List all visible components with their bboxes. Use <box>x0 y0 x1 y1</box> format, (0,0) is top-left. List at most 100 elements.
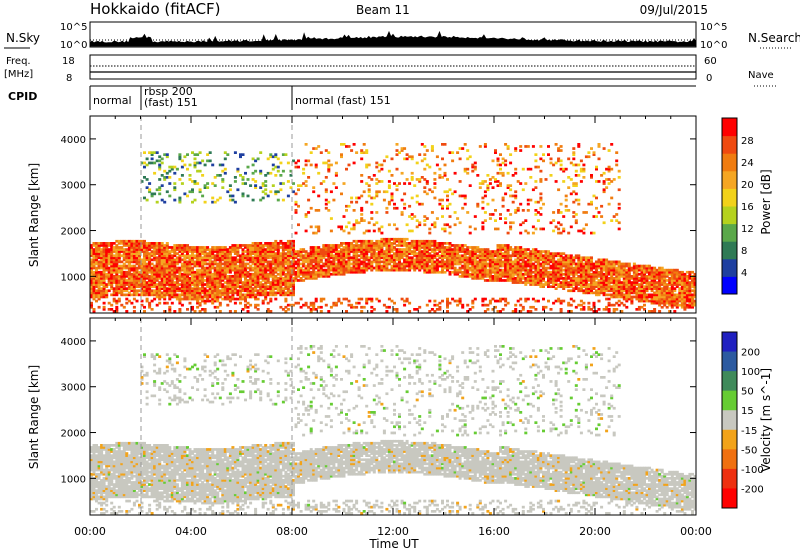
heatmap-cell <box>239 256 242 260</box>
heatmap-cell <box>90 305 93 309</box>
heatmap-cell <box>127 248 131 251</box>
heatmap-cell <box>274 258 278 262</box>
heatmap-cell <box>100 248 104 251</box>
heatmap-cell <box>150 270 154 274</box>
heatmap-cell <box>213 262 217 266</box>
heatmap-cell <box>188 272 192 276</box>
heatmap-cell <box>271 268 275 272</box>
heatmap-cell <box>322 250 326 253</box>
heatmap-cell <box>494 258 497 262</box>
heatmap-cell <box>251 275 255 278</box>
heatmap-cell <box>203 287 207 290</box>
heatmap-cell <box>168 262 172 266</box>
heatmap-cell <box>183 248 187 251</box>
heatmap-cell <box>236 283 240 286</box>
heatmap-cell <box>329 252 333 255</box>
heatmap-cell <box>178 277 182 280</box>
heatmap-cell <box>168 258 172 262</box>
heatmap-cell <box>183 163 187 167</box>
heatmap-cell <box>473 254 477 258</box>
heatmap-cell <box>160 281 164 284</box>
heatmap-cell <box>286 266 290 270</box>
heatmap-cell <box>382 266 386 270</box>
heatmap-cell <box>95 254 98 258</box>
heatmap-cell <box>180 303 184 307</box>
heatmap-cell <box>143 165 146 169</box>
heatmap-cell <box>365 256 369 260</box>
heatmap-cell <box>367 250 371 253</box>
heatmap-cell <box>188 246 192 249</box>
heatmap-cell <box>387 260 391 264</box>
heatmap-cell <box>180 297 184 301</box>
heatmap-cell <box>201 287 205 290</box>
heatmap-cell <box>347 252 351 255</box>
n-search-tick-low: 10^0 <box>700 40 727 51</box>
heatmap-cell <box>362 305 366 309</box>
heatmap-cell <box>312 250 316 253</box>
heatmap-cell <box>483 270 487 274</box>
heatmap-cell <box>102 264 106 268</box>
heatmap-cell <box>276 246 280 249</box>
heatmap-cell <box>279 174 283 177</box>
heatmap-cell <box>122 266 126 270</box>
heatmap-cell <box>352 262 356 266</box>
heatmap-cell <box>352 270 356 274</box>
heatmap-cell <box>264 254 268 258</box>
heatmap-cell <box>519 223 523 227</box>
heatmap-cell <box>289 250 293 253</box>
heatmap-cell <box>504 254 508 258</box>
heatmap-cell <box>213 246 217 249</box>
heatmap-cell <box>183 275 187 278</box>
heatmap-cell <box>380 167 384 171</box>
heatmap-cell <box>105 277 109 280</box>
heatmap-cell <box>140 272 144 276</box>
heatmap-cell <box>193 293 197 297</box>
heatmap-cell <box>324 190 328 194</box>
heatmap-cell <box>400 256 404 260</box>
heatmap-cell <box>572 151 576 154</box>
heatmap-cell <box>413 254 417 258</box>
heatmap-cell <box>506 145 510 148</box>
heatmap-cell <box>125 248 129 251</box>
heatmap-cell <box>360 297 364 301</box>
heatmap-cell <box>441 266 444 270</box>
heatmap-cell <box>372 229 376 233</box>
heatmap-cell <box>211 287 215 290</box>
heatmap-cell <box>269 242 273 245</box>
heatmap-cell <box>140 303 144 307</box>
heatmap-cell <box>213 266 217 270</box>
heatmap-cell <box>433 223 437 227</box>
heatmap-cell <box>549 270 553 274</box>
heatmap-cell <box>266 275 270 278</box>
heatmap-cell <box>292 182 295 185</box>
heatmap-cell <box>203 293 207 297</box>
heatmap-cell <box>284 272 288 276</box>
heatmap-cell <box>105 250 109 253</box>
heatmap-cell <box>334 248 338 251</box>
heatmap-cell <box>481 200 485 204</box>
heatmap-cell <box>100 291 104 295</box>
heatmap-cell <box>193 248 197 251</box>
heatmap-cell <box>274 264 278 268</box>
heatmap-cell <box>567 289 571 293</box>
heatmap-cell <box>254 287 258 290</box>
heatmap-cell <box>249 248 253 251</box>
heatmap-cell <box>105 248 109 251</box>
heatmap-cell <box>314 277 318 280</box>
heatmap-cell <box>254 283 258 286</box>
heatmap-cell <box>559 308 563 311</box>
heatmap-cell <box>395 184 399 187</box>
heatmap-cell <box>107 272 111 276</box>
heatmap-cell <box>183 270 187 274</box>
heatmap-cell <box>130 250 134 253</box>
heatmap-cell <box>239 262 242 266</box>
heatmap-cell <box>155 159 159 163</box>
heatmap-cell <box>153 275 157 278</box>
heatmap-cell <box>203 289 207 293</box>
heatmap-cell <box>271 262 275 266</box>
heatmap-cell <box>90 279 93 282</box>
heatmap-cell <box>236 268 240 272</box>
heatmap-cell <box>590 256 593 260</box>
heatmap-cell <box>286 252 290 255</box>
heatmap-cell <box>102 293 106 297</box>
